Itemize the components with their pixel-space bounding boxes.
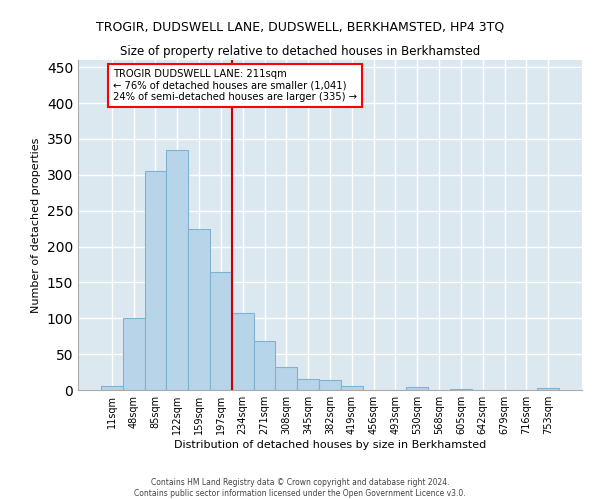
Bar bbox=[123, 318, 145, 390]
Y-axis label: Number of detached properties: Number of detached properties bbox=[31, 138, 41, 312]
Bar bbox=[406, 387, 428, 390]
Bar bbox=[254, 341, 275, 390]
Bar bbox=[297, 379, 319, 390]
Text: TROGIR DUDSWELL LANE: 211sqm
← 76% of detached houses are smaller (1,041)
24% of: TROGIR DUDSWELL LANE: 211sqm ← 76% of de… bbox=[113, 68, 357, 102]
X-axis label: Distribution of detached houses by size in Berkhamsted: Distribution of detached houses by size … bbox=[174, 440, 486, 450]
Bar bbox=[450, 388, 472, 390]
Bar bbox=[210, 272, 232, 390]
Bar bbox=[101, 386, 123, 390]
Bar bbox=[188, 228, 210, 390]
Bar bbox=[275, 367, 297, 390]
Text: Size of property relative to detached houses in Berkhamsted: Size of property relative to detached ho… bbox=[120, 45, 480, 58]
Bar bbox=[341, 386, 363, 390]
Text: TROGIR, DUDSWELL LANE, DUDSWELL, BERKHAMSTED, HP4 3TQ: TROGIR, DUDSWELL LANE, DUDSWELL, BERKHAM… bbox=[96, 20, 504, 33]
Bar bbox=[166, 150, 188, 390]
Bar bbox=[232, 312, 254, 390]
Bar bbox=[537, 388, 559, 390]
Bar bbox=[145, 171, 166, 390]
Bar bbox=[319, 380, 341, 390]
Text: Contains HM Land Registry data © Crown copyright and database right 2024.
Contai: Contains HM Land Registry data © Crown c… bbox=[134, 478, 466, 498]
